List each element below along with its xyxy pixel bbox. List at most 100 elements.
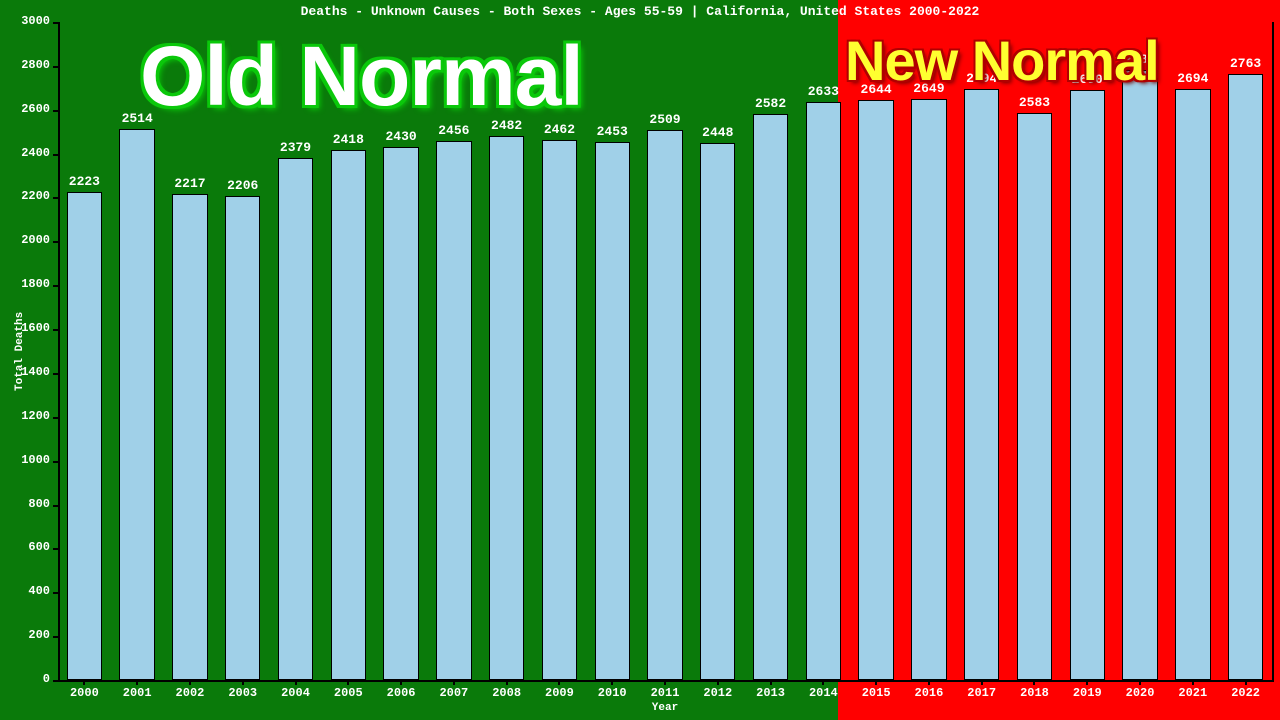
- xtick-label: 2001: [113, 686, 161, 700]
- bar-value-label: 2418: [320, 132, 376, 147]
- xtick-label: 2020: [1116, 686, 1164, 700]
- ytick-label: 1200: [12, 409, 50, 423]
- xtick-label: 2022: [1222, 686, 1270, 700]
- xtick-mark: [981, 680, 983, 685]
- bar-2001: [119, 129, 154, 680]
- bar-value-label: 2633: [795, 84, 851, 99]
- bar-2011: [647, 130, 682, 680]
- chart-title: Deaths - Unknown Causes - Both Sexes - A…: [0, 4, 1280, 19]
- xtick-mark: [1245, 680, 1247, 685]
- xtick-mark: [453, 680, 455, 685]
- xtick-label: 2012: [694, 686, 742, 700]
- ytick-label: 2200: [12, 189, 50, 203]
- xtick-mark: [717, 680, 719, 685]
- xtick-label: 2000: [60, 686, 108, 700]
- xtick-mark: [506, 680, 508, 685]
- ytick-label: 2600: [12, 102, 50, 116]
- ytick-mark: [53, 373, 58, 375]
- xtick-mark: [611, 680, 613, 685]
- xtick-mark: [83, 680, 85, 685]
- xtick-label: 2002: [166, 686, 214, 700]
- bar-2006: [383, 147, 418, 680]
- bar-2014: [806, 102, 841, 680]
- bar-value-label: 2430: [373, 129, 429, 144]
- xtick-mark: [347, 680, 349, 685]
- xtick-label: 2014: [799, 686, 847, 700]
- bar-2022: [1228, 74, 1263, 680]
- xtick-mark: [136, 680, 138, 685]
- bar-2019: [1070, 90, 1105, 680]
- xtick-mark: [242, 680, 244, 685]
- bar-2013: [753, 114, 788, 680]
- xtick-label: 2008: [483, 686, 531, 700]
- bar-2021: [1175, 89, 1210, 680]
- overlay-text-1: New Normal: [845, 28, 1159, 93]
- xtick-mark: [875, 680, 877, 685]
- bar-value-label: 2456: [426, 123, 482, 138]
- xtick-label: 2015: [852, 686, 900, 700]
- x-axis-line: [58, 680, 1274, 682]
- xtick-label: 2006: [377, 686, 425, 700]
- ytick-label: 400: [12, 584, 50, 598]
- xtick-label: 2016: [905, 686, 953, 700]
- bar-value-label: 2509: [637, 112, 693, 127]
- xtick-mark: [558, 680, 560, 685]
- bar-2003: [225, 196, 260, 680]
- bar-value-label: 2448: [690, 125, 746, 140]
- xtick-label: 2005: [324, 686, 372, 700]
- xtick-label: 2019: [1063, 686, 1111, 700]
- ytick-mark: [53, 154, 58, 156]
- bar-2018: [1017, 113, 1052, 680]
- ytick-mark: [53, 680, 58, 682]
- y-axis-line-right: [1272, 22, 1274, 680]
- ytick-label: 1000: [12, 453, 50, 467]
- ytick-mark: [53, 22, 58, 24]
- ytick-mark: [53, 592, 58, 594]
- bar-2000: [67, 192, 102, 680]
- xtick-label: 2011: [641, 686, 689, 700]
- xtick-label: 2017: [958, 686, 1006, 700]
- xtick-label: 2009: [535, 686, 583, 700]
- xtick-mark: [189, 680, 191, 685]
- ytick-mark: [53, 241, 58, 243]
- bar-2010: [595, 142, 630, 680]
- ytick-label: 1400: [12, 365, 50, 379]
- ytick-label: 3000: [12, 14, 50, 28]
- ytick-mark: [53, 110, 58, 112]
- bar-value-label: 2217: [162, 176, 218, 191]
- x-axis-label: Year: [645, 702, 685, 714]
- ytick-mark: [53, 329, 58, 331]
- xtick-mark: [822, 680, 824, 685]
- ytick-mark: [53, 66, 58, 68]
- bar-2005: [331, 150, 366, 680]
- bar-2015: [858, 100, 893, 680]
- xtick-mark: [1086, 680, 1088, 685]
- xtick-label: 2018: [1010, 686, 1058, 700]
- bar-value-label: 2453: [584, 124, 640, 139]
- xtick-label: 2013: [747, 686, 795, 700]
- ytick-mark: [53, 417, 58, 419]
- xtick-label: 2004: [272, 686, 320, 700]
- xtick-mark: [295, 680, 297, 685]
- bar-value-label: 2583: [1006, 95, 1062, 110]
- ytick-label: 2800: [12, 58, 50, 72]
- xtick-mark: [1139, 680, 1141, 685]
- xtick-mark: [1033, 680, 1035, 685]
- ytick-label: 0: [12, 672, 50, 686]
- ytick-label: 600: [12, 540, 50, 554]
- bar-value-label: 2694: [1165, 71, 1221, 86]
- bar-2020: [1122, 70, 1157, 680]
- ytick-mark: [53, 636, 58, 638]
- bar-2016: [911, 99, 946, 680]
- xtick-mark: [400, 680, 402, 685]
- xtick-mark: [770, 680, 772, 685]
- overlay-text-0: Old Normal: [140, 28, 583, 125]
- ytick-label: 1600: [12, 321, 50, 335]
- bar-value-label: 2763: [1218, 56, 1274, 71]
- bar-2007: [436, 141, 471, 680]
- xtick-mark: [928, 680, 930, 685]
- y-axis-line: [58, 22, 60, 680]
- ytick-mark: [53, 548, 58, 550]
- deaths-bar-chart: Deaths - Unknown Causes - Both Sexes - A…: [0, 0, 1280, 720]
- bar-2012: [700, 143, 735, 680]
